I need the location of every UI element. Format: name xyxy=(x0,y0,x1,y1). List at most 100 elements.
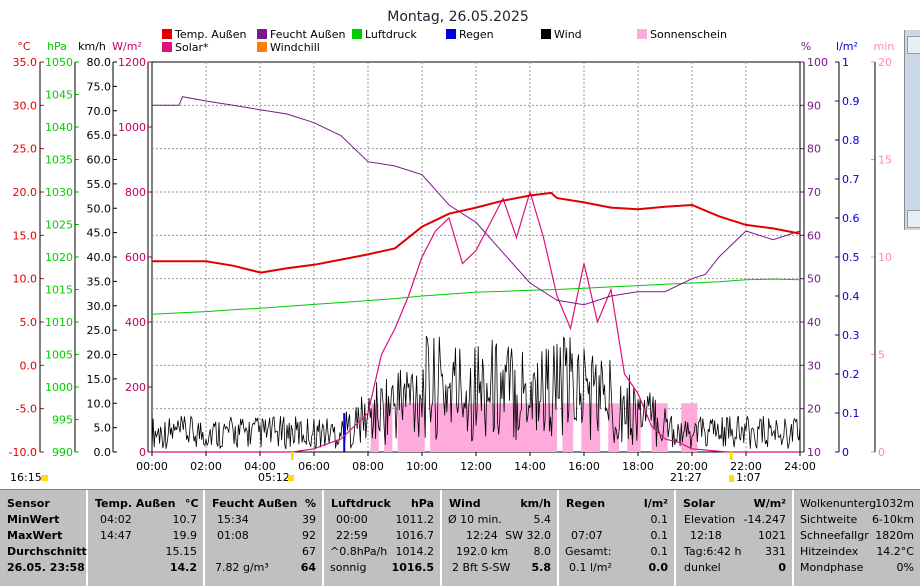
rain-rate: 0.1 l/m² xyxy=(569,561,612,574)
press-trend: ^0.8hPa/h xyxy=(330,545,388,558)
y-tick-label: 0.1 xyxy=(842,407,860,420)
solar-elevation-label: Elevation xyxy=(684,513,736,526)
y-tick-label: 15.0 xyxy=(13,229,38,242)
press-header: Luftdruck xyxy=(331,497,391,510)
axis-unit-label: °C xyxy=(17,40,31,53)
axis-unit-label: % xyxy=(801,40,811,53)
y-tick-label: 25.0 xyxy=(87,324,112,337)
pressure-series-line xyxy=(151,278,801,315)
stats-table: Sensor MinWert MaxWert Durchschnitt 26.0… xyxy=(0,489,920,586)
sunshine-bar xyxy=(562,403,574,452)
x-tick-label: 06:00 xyxy=(298,460,330,473)
y-tick-label: 15.0 xyxy=(87,373,112,386)
sensor-column: Sensor MinWert MaxWert Durchschnitt 26.0… xyxy=(0,490,88,586)
current-date: 26.05. 23:58 xyxy=(7,561,85,574)
hum-current: 64 xyxy=(300,561,316,574)
heat-index-value: 14.2°C xyxy=(876,545,914,558)
x-tick-label: 08:00 xyxy=(352,460,384,473)
temperature-series-line xyxy=(152,191,801,274)
y-tick-label: 20 xyxy=(807,403,821,416)
y-tick-label: 30.0 xyxy=(13,99,38,112)
y-tick-label: 1045 xyxy=(45,89,73,102)
axis-unit-label: hPa xyxy=(47,40,67,53)
humidity-series-line xyxy=(152,96,801,306)
y-tick-label: 80 xyxy=(807,143,821,156)
wind-run-value: 8.0 xyxy=(533,545,552,558)
hum-min-value: 39 xyxy=(302,513,316,526)
sunrise-label: 05:12 xyxy=(258,471,290,484)
hum-max-time: 01:08 xyxy=(217,529,249,542)
solar-unit: W/m² xyxy=(753,497,786,510)
y-tick-label: 20 xyxy=(878,56,892,69)
y-tick-label: 1005 xyxy=(45,349,73,362)
wind-gust: SW 32.0 xyxy=(505,529,551,542)
y-tick-label: 40 xyxy=(807,316,821,329)
rain-time-value: 0.1 xyxy=(650,529,669,542)
sunset-label: 21:27 xyxy=(670,471,702,484)
wind-avg10-label: Ø 10 min. xyxy=(448,513,502,526)
side-button[interactable] xyxy=(907,36,920,54)
visibility-label: Sichtweite xyxy=(800,513,858,526)
sunshine-bar xyxy=(681,403,698,452)
legend-label: Solar* xyxy=(175,41,209,54)
y-tick-label: 990 xyxy=(52,446,73,459)
cloud-base-label: Wolkenunterg xyxy=(800,497,877,510)
solar-series-line xyxy=(152,189,800,453)
y-tick-label: 0 xyxy=(139,446,146,459)
axis-unit-label: W/m² xyxy=(112,40,142,53)
legend-label: Regen xyxy=(459,28,494,41)
y-tick-label: 1040 xyxy=(45,121,73,134)
y-tick-label: -10.0 xyxy=(9,446,37,459)
y-tick-label: 0.2 xyxy=(842,368,860,381)
y-tick-label: 10.0 xyxy=(87,397,112,410)
side-button[interactable] xyxy=(907,210,920,228)
y-tick-label: 5.0 xyxy=(20,316,38,329)
press-trend-value: 1014.2 xyxy=(395,545,435,558)
y-tick-label: 10.0 xyxy=(13,273,38,286)
moon-phase-label: Mondphase xyxy=(800,561,864,574)
weather-chart: Montag, 26.05.2025 Temp. Außen Feucht Auß… xyxy=(9,9,895,484)
temp-current: 14.2 xyxy=(169,561,197,574)
hum-unit: % xyxy=(304,497,316,510)
solar-elevation-value: -14.247 xyxy=(743,513,786,526)
y-tick-label: 0.3 xyxy=(842,329,860,342)
y-tick-label: 0 xyxy=(842,446,849,459)
press-current: 1016.5 xyxy=(391,561,434,574)
rain-time: 07:07 xyxy=(571,529,603,542)
y-tick-label: 1020 xyxy=(45,251,73,264)
axis-unit-label: l/m² xyxy=(836,40,858,53)
wind-series-line xyxy=(151,335,801,451)
cloud-base-value: 1032m xyxy=(875,497,914,510)
y-tick-label: 35.0 xyxy=(13,56,38,69)
solar-current: 0 xyxy=(778,561,786,574)
temp-max-time: 14:47 xyxy=(100,529,132,542)
hum-absolute: 7.82 g/m³ xyxy=(215,561,269,574)
y-tick-label: 30 xyxy=(807,359,821,372)
x-axis: 00:00 02:00 04:00 06:00 08:00 10:00 12:00 14:00… xyxy=(10,452,816,484)
heat-index-label: Hitzeindex xyxy=(800,545,859,558)
wind-unit: km/h xyxy=(520,497,551,510)
x-tick-label: 02:00 xyxy=(190,460,222,473)
side-scroll-strip[interactable] xyxy=(904,30,920,230)
y-tick-label: 1200 xyxy=(118,56,146,69)
press-min-value: 1011.2 xyxy=(395,513,435,526)
y-tick-label: 995 xyxy=(52,414,73,427)
temp-unit: °C xyxy=(185,497,199,510)
y-tick-label: 0 xyxy=(878,446,885,459)
y-tick-label: 90 xyxy=(807,99,821,112)
y-tick-label: 1 xyxy=(842,56,849,69)
y-tick-label: 60 xyxy=(807,229,821,242)
x-tick-label: 22:00 xyxy=(730,460,762,473)
legend-swatch xyxy=(541,29,551,39)
sunshine-bar xyxy=(627,403,641,452)
wind-gust-time: 12:24 xyxy=(466,529,498,542)
sunshine-bar xyxy=(370,403,379,452)
y-tick-label: 5 xyxy=(878,349,885,362)
y-tick-label: 5.0 xyxy=(94,422,112,435)
legend-swatch xyxy=(162,42,172,52)
press-min-time: 00:00 xyxy=(336,513,368,526)
legend-swatch xyxy=(257,42,267,52)
moon-phase-value: 0% xyxy=(896,561,914,574)
solar-column: Solar W/m² Elevation -14.247 12:18 1021 … xyxy=(676,490,794,586)
press-weather: sonnig xyxy=(330,561,367,574)
